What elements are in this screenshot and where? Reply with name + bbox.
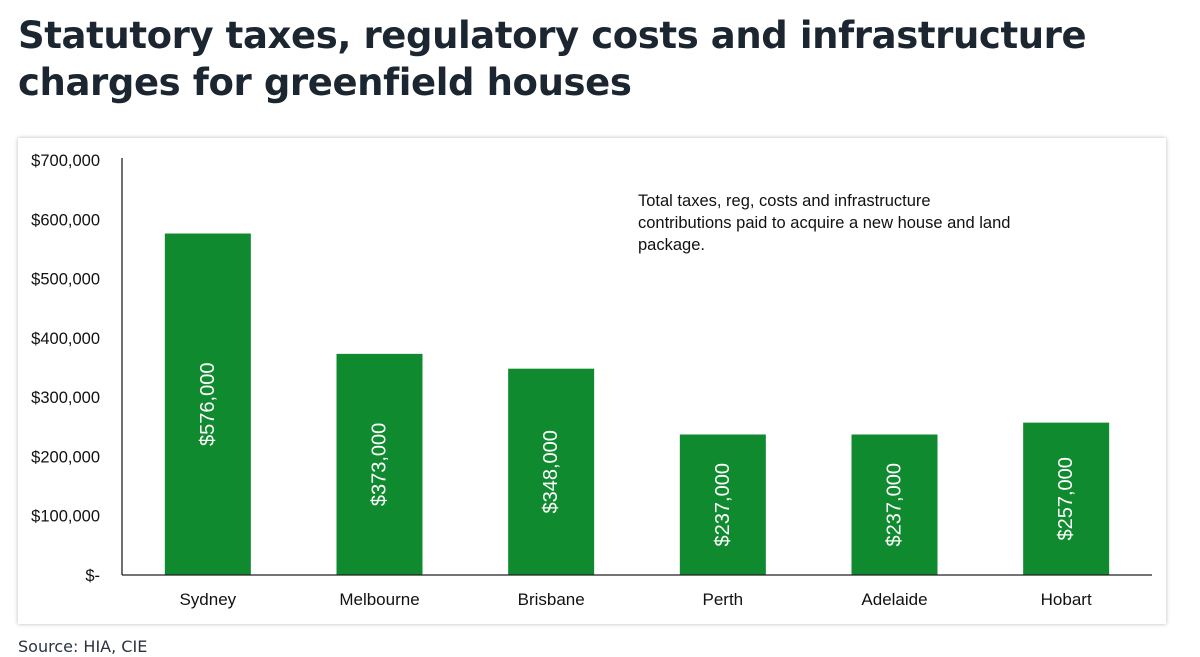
bar-value-label: $373,000 [369,423,391,506]
bar-value-label: $237,000 [884,463,906,546]
x-tick-label: Melbourne [339,590,419,609]
chart-card: $- $100,000 $200,000 $300,000 $400,000 $500,0… [18,138,1166,624]
y-tick-label: $600,000 [31,211,100,229]
bar-value-label: $348,000 [540,430,562,513]
bar [164,233,251,575]
bar-value-label: $237,000 [712,463,734,546]
y-tick-label: $400,000 [31,330,100,348]
bar [851,434,938,575]
bar [508,368,595,575]
x-tick-label: Hobart [1041,590,1092,609]
bar-series [164,233,1110,575]
x-tick-label: Brisbane [518,590,585,609]
y-tick-label: $700,000 [31,152,100,170]
y-tick-label: $100,000 [31,508,100,526]
bar [679,434,766,575]
chart-annotation: Total taxes, reg, costs and infrastructu… [638,192,1011,254]
bar-value-label: $257,000 [1055,457,1077,540]
x-tick-label: Adelaide [861,590,927,609]
bar [336,353,423,575]
bar-value-labels: $576,000 $373,000 $348,000 $237,000 $237,000… [197,363,1077,547]
page-title: Statutory taxes, regulatory costs and in… [18,14,1087,104]
y-tick-label: $300,000 [31,389,100,407]
source-note: Source: HIA, CIE [18,637,148,656]
bar [1023,422,1110,575]
x-axis-category-labels: Sydney Melbourne Brisbane Perth Adelaide Hoba… [179,590,1091,609]
bar-chart: $- $100,000 $200,000 $300,000 $400,000 $500,0… [31,152,1152,609]
bar-value-label: $576,000 [197,363,219,446]
y-tick-label: $200,000 [31,448,100,466]
x-tick-label: Sydney [179,590,236,609]
y-tick-label: $500,000 [31,271,100,289]
x-tick-label: Perth [703,590,744,609]
y-tick-label: $- [85,567,100,585]
y-axis-ticks: $- $100,000 $200,000 $300,000 $400,000 $500,0… [31,152,100,585]
